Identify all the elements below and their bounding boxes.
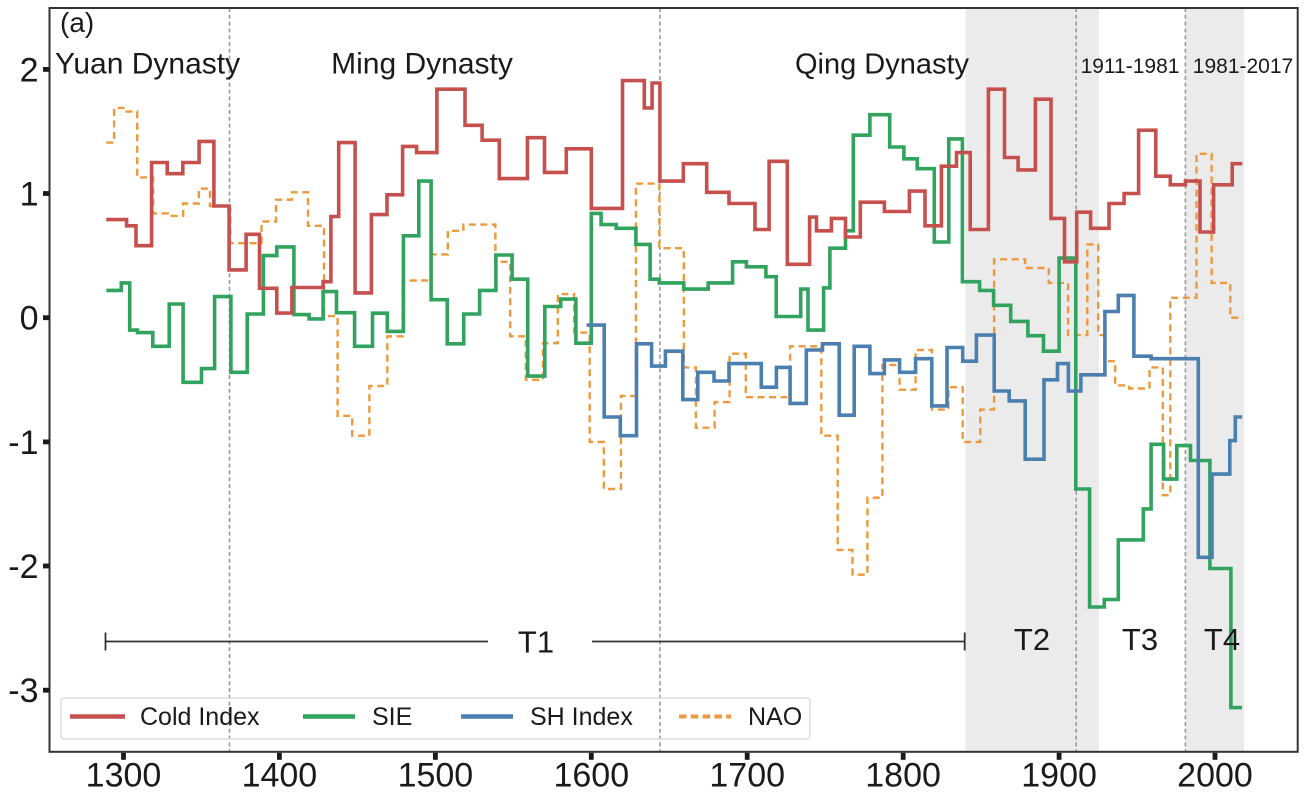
svg-text:-1: -1	[8, 424, 38, 462]
svg-text:SH Index: SH Index	[530, 703, 633, 731]
svg-text:T2: T2	[1014, 622, 1050, 657]
svg-text:NAO: NAO	[748, 703, 802, 731]
svg-text:T4: T4	[1204, 622, 1240, 657]
svg-text:1981-2017: 1981-2017	[1193, 55, 1293, 78]
svg-text:Cold Index: Cold Index	[140, 703, 260, 731]
svg-text:1911-1981: 1911-1981	[1081, 55, 1180, 78]
svg-text:1800: 1800	[865, 757, 941, 795]
svg-text:1: 1	[20, 176, 39, 214]
svg-text:0: 0	[20, 300, 39, 338]
svg-text:2000: 2000	[1177, 757, 1253, 795]
svg-text:-2: -2	[8, 548, 38, 586]
svg-text:SIE: SIE	[372, 703, 412, 731]
svg-text:Yuan Dynasty: Yuan Dynasty	[55, 48, 240, 81]
svg-text:Ming Dynasty: Ming Dynasty	[331, 48, 513, 81]
svg-text:T3: T3	[1122, 622, 1158, 657]
svg-text:1700: 1700	[709, 757, 785, 795]
svg-text:Qing Dynasty: Qing Dynasty	[795, 49, 970, 81]
svg-text:(a): (a)	[60, 7, 94, 38]
svg-text:1600: 1600	[553, 757, 629, 795]
svg-text:T1: T1	[518, 625, 554, 660]
svg-text:-3: -3	[8, 672, 38, 710]
svg-text:2: 2	[20, 51, 39, 89]
svg-text:1900: 1900	[1021, 757, 1097, 795]
svg-text:1500: 1500	[398, 757, 474, 795]
svg-text:1400: 1400	[242, 757, 318, 795]
svg-text:1300: 1300	[86, 757, 162, 795]
